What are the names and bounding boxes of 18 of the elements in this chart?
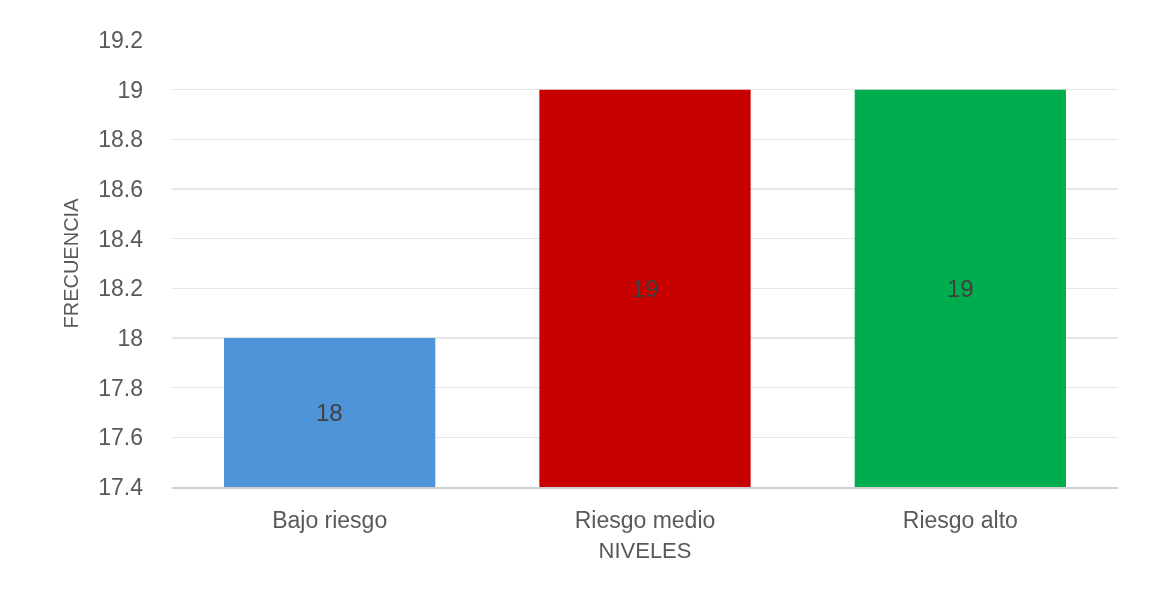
y-tick-label: 19.2 <box>98 27 143 54</box>
y-tick-label: 18.4 <box>98 225 144 252</box>
y-tick-label: 17.6 <box>98 424 143 451</box>
y-tick-label: 18.8 <box>98 126 143 153</box>
y-tick-label: 18.2 <box>98 275 143 302</box>
data-label: 19 <box>947 275 974 302</box>
y-tick-label: 19 <box>117 76 143 103</box>
y-tick-label: 17.4 <box>98 474 144 501</box>
y-tick-label: 18 <box>117 325 143 352</box>
x-axis-title: NIVELES <box>598 537 692 563</box>
y-tick-label: 18.6 <box>98 176 143 203</box>
x-tick-label: Bajo riesgo <box>272 507 388 534</box>
x-tick-label: Riesgo alto <box>902 507 1018 534</box>
y-axis-title: FRECUENCIA <box>59 197 82 329</box>
y-tick-label: 17.8 <box>98 374 143 401</box>
data-label: 18 <box>316 399 343 426</box>
data-label: 19 <box>632 275 659 302</box>
x-tick-label: Riesgo medio <box>574 507 716 534</box>
